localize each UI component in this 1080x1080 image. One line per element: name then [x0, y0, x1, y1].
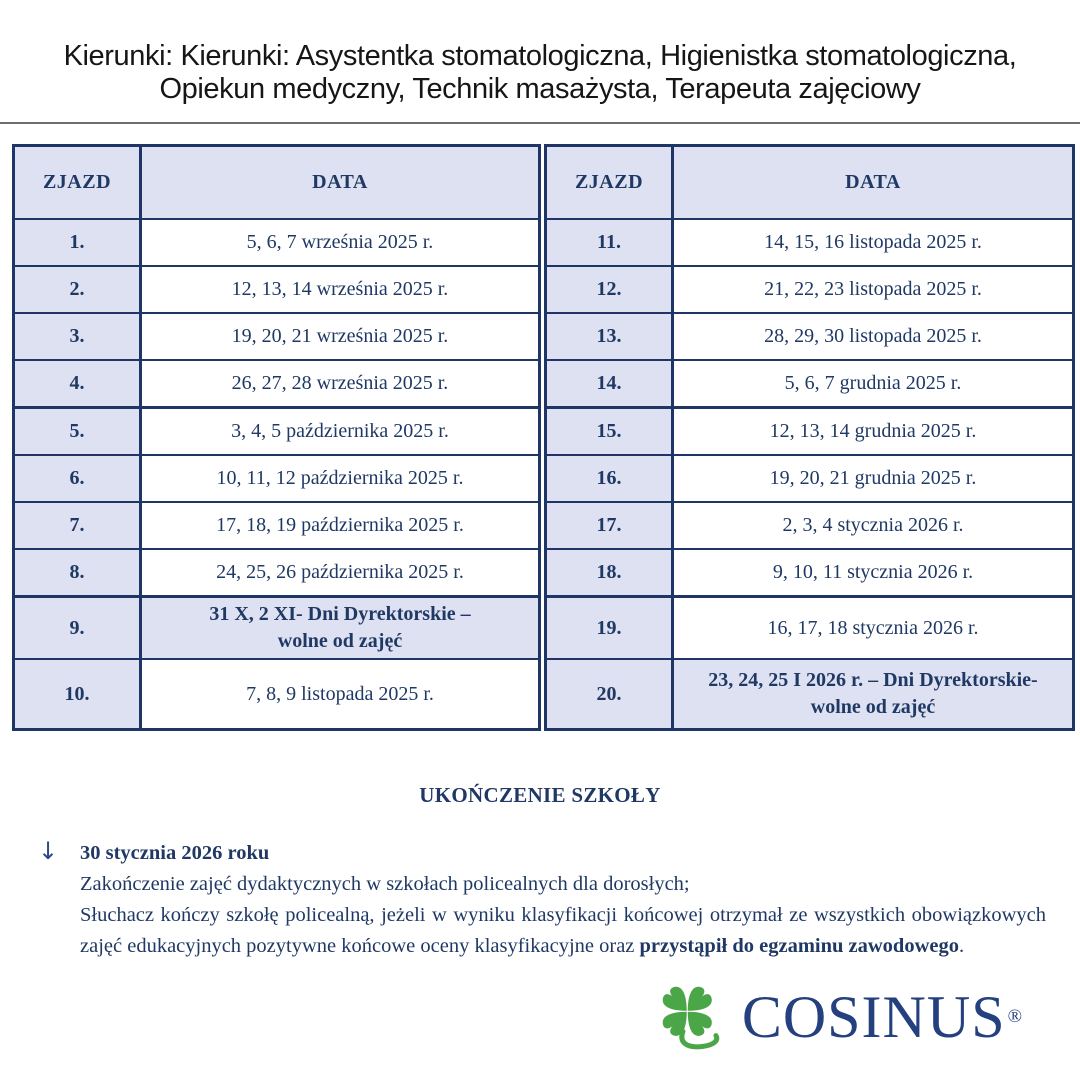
- table-row: 15. 12, 13, 14 grudnia 2025 r.: [544, 406, 1075, 456]
- zjazd-number: 5.: [12, 406, 142, 456]
- page-title-line1: Kierunki: Kierunki: Asystentka stomatolo…: [63, 40, 1017, 72]
- zjazd-number: 7.: [12, 501, 142, 550]
- completion-paragraph-period: .: [958, 935, 965, 957]
- column-header-zjazd: ZJAZD: [12, 144, 142, 220]
- table-row: 16. 19, 20, 21 grudnia 2025 r.: [544, 454, 1075, 503]
- zjazd-date: 24, 25, 26 października 2025 r.: [139, 548, 541, 598]
- table-row: 14. 5, 6, 7 grudnia 2025 r.: [544, 359, 1075, 409]
- table-row: 18. 9, 10, 11 stycznia 2026 r.: [544, 548, 1075, 598]
- table-row-directors-days: 9. 31 X, 2 XI- Dni Dyrektorskie – wolne …: [12, 595, 541, 660]
- table-row: 1. 5, 6, 7 września 2025 r.: [12, 218, 541, 267]
- table-row-directors-days: 20. 23, 24, 25 I 2026 r. – Dni Dyrektors…: [544, 658, 1075, 731]
- zjazd-number: 3.: [12, 312, 142, 361]
- clover-icon: [662, 986, 720, 1050]
- completion-paragraph-regular: Słuchacz kończy szkołę policealną, jeżel…: [80, 904, 1046, 957]
- zjazd-number: 13.: [544, 312, 674, 361]
- column-header-data: DATA: [139, 144, 541, 220]
- zjazd-number: 4.: [12, 359, 142, 409]
- zjazd-number: 9.: [12, 595, 142, 660]
- table-row: 2. 12, 13, 14 września 2025 r.: [12, 265, 541, 314]
- table-header-row: ZJAZD DATA: [544, 144, 1075, 220]
- table-row: 4. 26, 27, 28 września 2025 r.: [12, 359, 541, 409]
- table-row: 11. 14, 15, 16 listopada 2025 r.: [544, 218, 1075, 267]
- zjazd-date: 5, 6, 7 grudnia 2025 r.: [671, 359, 1075, 409]
- zjazd-date: 19, 20, 21 grudnia 2025 r.: [671, 454, 1075, 503]
- zjazd-date: 2, 3, 4 stycznia 2026 r.: [671, 501, 1075, 550]
- zjazd-date: 17, 18, 19 października 2025 r.: [139, 501, 541, 550]
- page-title-line2: Opiekun medyczny, Technik masażysta, Ter…: [159, 73, 921, 105]
- zjazd-number: 17.: [544, 501, 674, 550]
- zjazd-number: 12.: [544, 265, 674, 314]
- table-row: 6. 10, 11, 12 października 2025 r.: [12, 454, 541, 503]
- zjazd-date-highlight: 23, 24, 25 I 2026 r. – Dni Dyrektorskie-…: [671, 658, 1075, 731]
- table-row: 5. 3, 4, 5 października 2025 r.: [12, 406, 541, 456]
- zjazd-number: 20.: [544, 658, 674, 731]
- zjazd-number: 1.: [12, 218, 142, 267]
- zjazd-date: 3, 4, 5 października 2025 r.: [139, 406, 541, 456]
- table-header-row: ZJAZD DATA: [12, 144, 541, 220]
- zjazd-date: 7, 8, 9 listopada 2025 r.: [139, 658, 541, 731]
- zjazd-date-highlight: 31 X, 2 XI- Dni Dyrektorskie – wolne od …: [139, 595, 541, 660]
- completion-line1: Zakończenie zajęć dydaktycznych w szkoła…: [80, 873, 690, 895]
- table-row: 3. 19, 20, 21 września 2025 r.: [12, 312, 541, 361]
- zjazd-date: 12, 13, 14 grudnia 2025 r.: [671, 406, 1075, 456]
- zjazd-number: 11.: [544, 218, 674, 267]
- zjazd-date: 12, 13, 14 września 2025 r.: [139, 265, 541, 314]
- schedule-tables: ZJAZD DATA 1. 5, 6, 7 września 2025 r. 2…: [12, 144, 1075, 731]
- table-row: 17. 2, 3, 4 stycznia 2026 r.: [544, 501, 1075, 550]
- zjazd-date: 14, 15, 16 listopada 2025 r.: [671, 218, 1075, 267]
- zjazd-date: 5, 6, 7 września 2025 r.: [139, 218, 541, 267]
- registered-trademark-icon: ®: [1007, 1006, 1022, 1027]
- zjazd-number: 6.: [12, 454, 142, 503]
- table-row: 8. 24, 25, 26 października 2025 r.: [12, 548, 541, 598]
- schedule-table-left: ZJAZD DATA 1. 5, 6, 7 września 2025 r. 2…: [12, 144, 541, 731]
- table-row: 19. 16, 17, 18 stycznia 2026 r.: [544, 595, 1075, 660]
- schedule-table-right: ZJAZD DATA 11. 14, 15, 16 listopada 2025…: [544, 144, 1075, 731]
- zjazd-date: 28, 29, 30 listopada 2025 r.: [671, 312, 1075, 361]
- column-header-zjazd: ZJAZD: [544, 144, 674, 220]
- zjazd-number: 15.: [544, 406, 674, 456]
- logo-wordmark: COSINUS: [741, 984, 1006, 1050]
- zjazd-number: 2.: [12, 265, 142, 314]
- header-divider: [0, 122, 1080, 124]
- down-arrow-icon: ↓: [38, 837, 59, 865]
- zjazd-number: 19.: [544, 595, 674, 660]
- table-row: 13. 28, 29, 30 listopada 2025 r.: [544, 312, 1075, 361]
- zjazd-date: 26, 27, 28 września 2025 r.: [139, 359, 541, 409]
- completion-heading: UKOŃCZENIE SZKOŁY: [419, 783, 661, 807]
- zjazd-date: 21, 22, 23 listopada 2025 r.: [671, 265, 1075, 314]
- zjazd-number: 14.: [544, 359, 674, 409]
- completion-paragraph: Słuchacz kończy szkołę policealną, jeżel…: [80, 900, 1046, 962]
- zjazd-date: 10, 11, 12 października 2025 r.: [139, 454, 541, 503]
- completion-date: 30 stycznia 2026 roku: [80, 842, 270, 864]
- cosinus-logo: COSINUS ®: [0, 978, 1022, 1056]
- zjazd-number: 8.: [12, 548, 142, 598]
- zjazd-number: 18.: [544, 548, 674, 598]
- zjazd-date: 16, 17, 18 stycznia 2026 r.: [671, 595, 1075, 660]
- page-title: Kierunki: Kierunki: Asystentka stomatolo…: [0, 0, 1080, 106]
- zjazd-date: 19, 20, 21 września 2025 r.: [139, 312, 541, 361]
- table-row: 7. 17, 18, 19 października 2025 r.: [12, 501, 541, 550]
- completion-body: ↓ 30 stycznia 2026 roku Zakończenie zaję…: [38, 837, 1046, 962]
- table-row: 10. 7, 8, 9 listopada 2025 r.: [12, 658, 541, 731]
- table-row: 12. 21, 22, 23 listopada 2025 r.: [544, 265, 1075, 314]
- zjazd-date: 9, 10, 11 stycznia 2026 r.: [671, 548, 1075, 598]
- zjazd-number: 10.: [12, 658, 142, 731]
- zjazd-number: 16.: [544, 454, 674, 503]
- completion-paragraph-bold: przystąpił do egzaminu zawodowego: [639, 935, 959, 957]
- column-header-data: DATA: [671, 144, 1075, 220]
